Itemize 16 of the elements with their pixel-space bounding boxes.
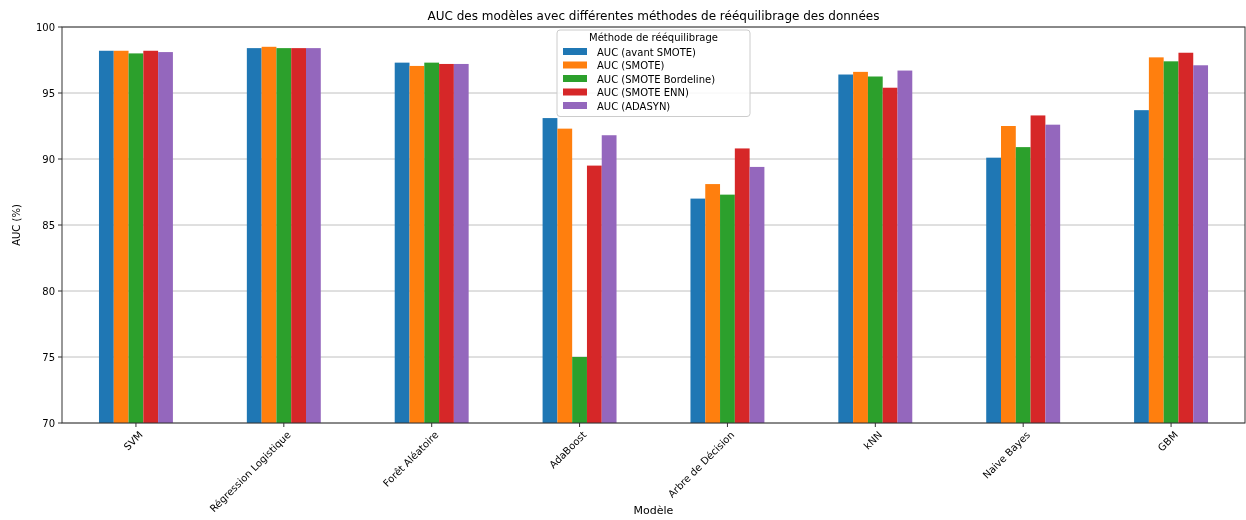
chart-title: AUC des modèles avec différentes méthodes de rééquilibrage des données bbox=[427, 9, 880, 23]
legend-label: AUC (ADASYN) bbox=[597, 100, 671, 112]
y-axis-title: AUC (%) bbox=[11, 204, 22, 246]
legend-label: AUC (SMOTE) bbox=[597, 60, 665, 71]
y-tick-label: 80 bbox=[42, 285, 55, 297]
legend-label: AUC (SMOTE Bordeline) bbox=[597, 73, 716, 85]
y-tick-label: 70 bbox=[42, 417, 55, 429]
legend-label: AUC (avant SMOTE) bbox=[597, 46, 697, 58]
y-tick-label: 100 bbox=[35, 21, 55, 33]
y-tick-label: 75 bbox=[42, 351, 55, 363]
y-tick-label: 95 bbox=[42, 87, 55, 99]
x-axis-title: Modèle bbox=[633, 504, 674, 517]
y-tick-label: 85 bbox=[42, 219, 55, 231]
legend-label: AUC (SMOTE ENN) bbox=[597, 87, 689, 98]
legend-title: Méthode de rééquilibrage bbox=[589, 32, 718, 43]
y-tick-label: 90 bbox=[42, 153, 55, 165]
